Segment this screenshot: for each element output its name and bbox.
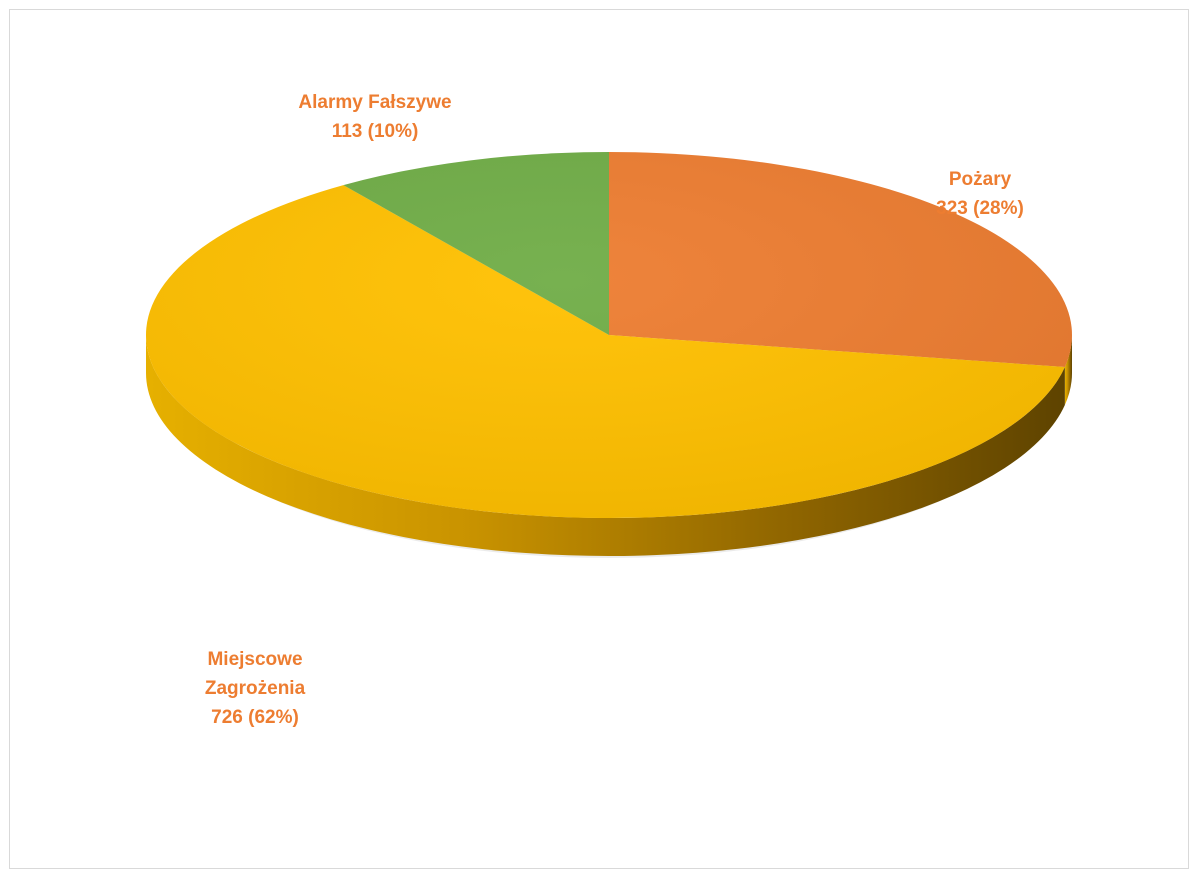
data-label-line: Alarmy Fałszywe (298, 92, 451, 113)
data-label-miejscowe-zagrozenia: Miejscowe Zagrożenia 726 (62%) (205, 649, 306, 728)
data-label-line: Zagrożenia (205, 678, 306, 699)
data-label-line: 726 (62%) (211, 707, 299, 728)
chart-area: Pożary 323 (28%) Miejscowe Zagrożenia 726 (6… (9, 9, 1189, 869)
data-label-line: 113 (10%) (332, 121, 419, 142)
data-label-alarmy-falszywe: Alarmy Fałszywe 113 (10%) (298, 92, 451, 142)
pie-slice-side-miejscowe-zagrozenia (146, 335, 1065, 556)
pie-chart: Pożary 323 (28%) Miejscowe Zagrożenia 726 (6… (145, 92, 1072, 728)
data-label-line: Miejscowe (207, 649, 302, 670)
pie-slice-side-pozary (1064, 335, 1072, 405)
pie-top-sheen (146, 152, 1072, 518)
data-label-pozary: Pożary 323 (28%) (936, 169, 1024, 219)
data-label-line: Pożary (949, 169, 1012, 190)
data-label-line: 323 (28%) (936, 198, 1024, 219)
